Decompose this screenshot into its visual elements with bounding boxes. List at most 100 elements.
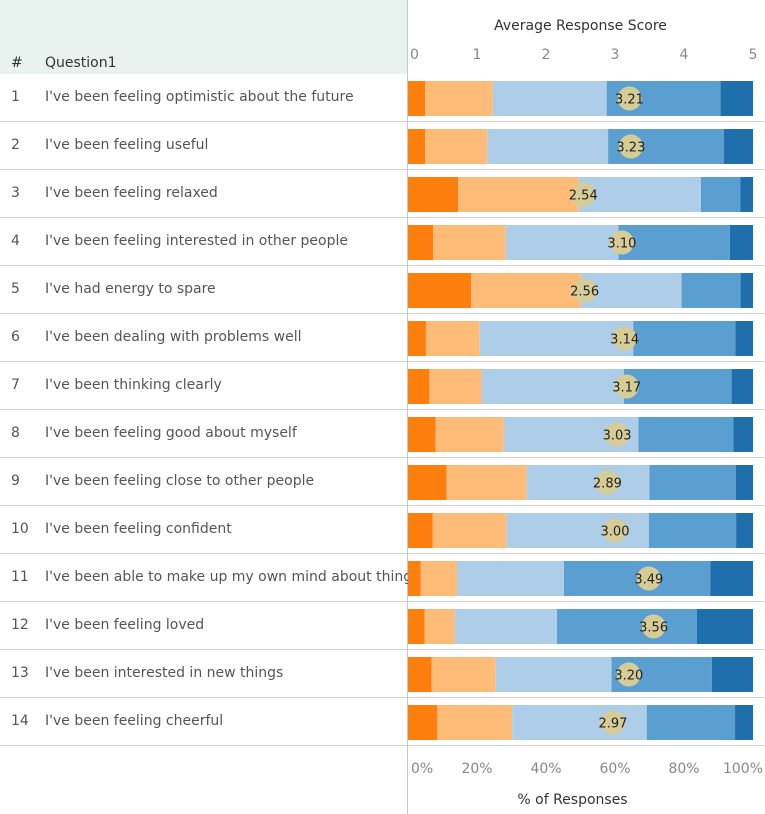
bar-segment <box>733 417 753 452</box>
row-separator <box>0 217 407 218</box>
table-row[interactable]: 2 I've been feeling useful <box>0 122 407 170</box>
row-separator <box>408 121 765 122</box>
bar-segment <box>408 657 432 692</box>
question-number: 13 <box>11 665 29 681</box>
bar-segment <box>408 609 425 644</box>
table-row[interactable]: 12 I've been feeling loved <box>0 602 407 650</box>
table-row[interactable]: 6 I've been dealing with problems well <box>0 314 407 362</box>
bar-segment <box>495 657 612 692</box>
row-separator <box>408 505 765 506</box>
row-separator <box>0 553 407 554</box>
bar-segment <box>424 609 455 644</box>
bottom-axis-tick: 60% <box>599 761 630 777</box>
average-label: 3.23 <box>616 141 645 156</box>
bottom-axis-tick: 0% <box>411 761 433 777</box>
table-row[interactable]: 3 I've been feeling relaxed <box>0 170 407 218</box>
bar-segment <box>481 369 624 404</box>
bar-segment <box>735 465 753 500</box>
average-label: 3.56 <box>639 621 668 636</box>
table-row[interactable]: 4 I've been feeling interested in other p… <box>0 218 407 266</box>
average-marker <box>572 278 597 303</box>
bottom-axis-tick: 80% <box>668 761 699 777</box>
bar-segment <box>433 225 506 260</box>
average-label: 3.03 <box>603 429 632 444</box>
bottom-axis-tick: 20% <box>461 761 492 777</box>
row-separator <box>408 265 765 266</box>
average-marker <box>609 230 634 255</box>
question-number: 3 <box>11 185 20 201</box>
top-axis-tick: 4 <box>680 47 689 63</box>
bar-segment <box>408 561 421 596</box>
bar-segment <box>431 657 496 692</box>
bar-segment <box>408 81 426 116</box>
table-row[interactable]: 8 I've been feeling good about myself <box>0 410 407 458</box>
top-axis-title: Average Response Score <box>494 18 667 34</box>
average-label: 3.14 <box>610 333 639 348</box>
table-row[interactable]: 13 I've been interested in new things <box>0 650 407 698</box>
table-row[interactable]: 11 I've been able to make up my own mind … <box>0 554 419 602</box>
bar-segment <box>731 369 753 404</box>
question-number: 8 <box>11 425 20 441</box>
bar-segment <box>425 321 480 356</box>
table-row[interactable]: 9 I've been feeling close to other people <box>0 458 407 506</box>
question-number: 6 <box>11 329 20 345</box>
row-separator <box>0 649 407 650</box>
bar-segment <box>471 273 581 308</box>
table-row[interactable]: 1 I've been feeling optimistic about the … <box>0 74 407 122</box>
table-row[interactable]: 5 I've had energy to spare <box>0 266 407 314</box>
bar-segment <box>681 273 741 308</box>
bar-segment <box>696 609 753 644</box>
average-label: 2.97 <box>598 717 627 732</box>
table-row[interactable]: 7 I've been thinking clearly <box>0 362 407 410</box>
row-separator <box>0 265 407 266</box>
bar-segment <box>557 609 697 644</box>
bar-segment <box>736 513 753 548</box>
row-separator <box>408 601 765 602</box>
bar-segment <box>420 561 457 596</box>
number-column-header[interactable]: # <box>11 55 23 71</box>
average-label: 3.21 <box>615 93 644 108</box>
column-divider <box>407 0 408 814</box>
question-number: 1 <box>11 89 20 105</box>
row-separator <box>408 169 765 170</box>
bar-segment <box>432 513 507 548</box>
row-separator <box>0 409 407 410</box>
bar-segment <box>408 177 459 212</box>
bar-segment <box>578 177 701 212</box>
average-label: 3.10 <box>607 237 636 252</box>
bar-segment <box>408 705 438 740</box>
bar-segment <box>724 129 753 164</box>
bar-segment <box>429 369 482 404</box>
average-marker <box>641 614 666 639</box>
bar-segment <box>408 369 430 404</box>
bar-segment <box>711 657 753 692</box>
bar-segment <box>580 273 682 308</box>
bar-segment <box>633 321 736 356</box>
table-row[interactable]: 10 I've been feeling confident <box>0 506 407 554</box>
row-separator <box>408 553 765 554</box>
question-text: I've had energy to spare <box>45 281 216 297</box>
bar-segment <box>479 321 634 356</box>
row-separator <box>0 697 407 698</box>
question-column-header[interactable]: Question1 <box>45 55 117 71</box>
average-marker <box>605 422 630 447</box>
bar-segment <box>740 273 753 308</box>
row-separator <box>0 169 407 170</box>
row-separator <box>408 649 765 650</box>
question-text: I've been feeling interested in other pe… <box>45 233 348 249</box>
bar-segment <box>526 465 650 500</box>
question-number: 4 <box>11 233 20 249</box>
question-text: I've been feeling useful <box>45 137 209 153</box>
row-separator <box>408 745 765 746</box>
bar-segment <box>505 225 619 260</box>
top-axis-tick: 5 <box>749 47 758 63</box>
bottom-axis-title: % of Responses <box>517 792 627 808</box>
row-separator <box>408 409 765 410</box>
question-number: 10 <box>11 521 29 537</box>
row-separator <box>0 745 407 746</box>
row-separator <box>0 121 407 122</box>
table-row[interactable]: 14 I've been feeling cheerful <box>0 698 407 746</box>
average-marker <box>616 662 641 687</box>
question-text: I've been able to make up my own mind ab… <box>45 569 420 585</box>
